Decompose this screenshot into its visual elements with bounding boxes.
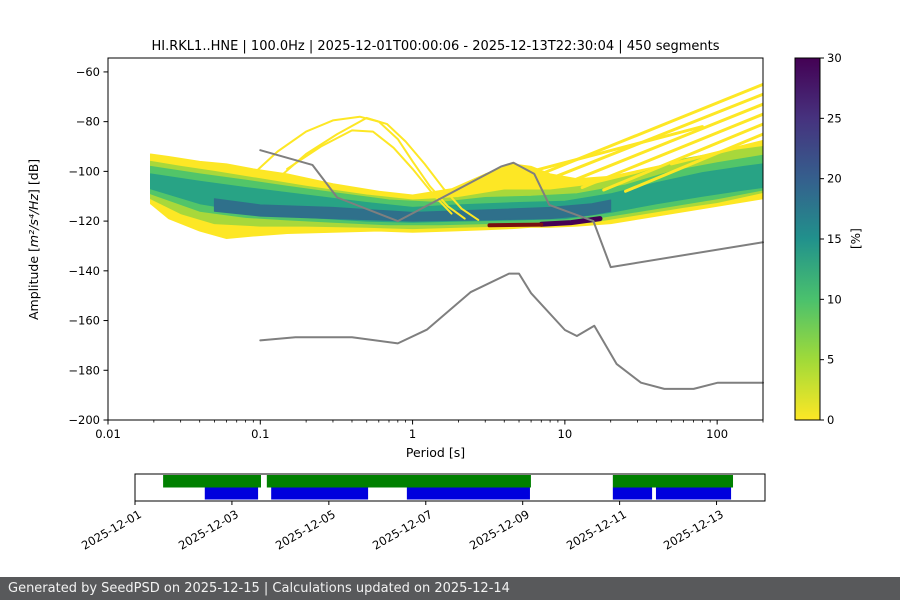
x-tick-label: 1 (409, 427, 416, 441)
nhnm-line (259, 149, 764, 269)
y-tick-label: −120 (68, 214, 100, 228)
y-tick-label: −80 (76, 115, 100, 129)
y-tick-label: −160 (68, 314, 100, 328)
colorbar-tick-label: 5 (827, 353, 834, 367)
noise-model-lines (259, 149, 764, 390)
x-tick-label: 10 (558, 427, 573, 441)
colorbar-tick-label: 0 (827, 413, 834, 427)
psd-arc (286, 129, 453, 215)
coverage-calc-segment (271, 487, 369, 500)
y-tick-label: −60 (76, 65, 100, 79)
y-tick-label: −140 (68, 264, 100, 278)
coverage-calc-segment (655, 487, 732, 500)
coverage-data-segment (612, 475, 734, 488)
footer-text: Generated by SeedPSD on 2025-12-15 | Cal… (8, 581, 510, 596)
mode-streak (487, 222, 544, 228)
plot-border (107, 57, 764, 421)
coverage-calc-segment (204, 487, 259, 500)
psd-stripe (548, 92, 763, 181)
psd-stripe (669, 140, 763, 166)
y-axis-label-suffix: ] [dB] (26, 158, 41, 194)
chart-title: HI.RKL1..HNE | 100.0Hz | 2025-12-01T00:0… (151, 39, 720, 54)
coverage-bar (134, 473, 766, 505)
x-tick-label: 0.01 (95, 427, 121, 441)
colorbar-tick-label: 10 (827, 292, 842, 306)
colorbar-label: [%] (849, 228, 863, 250)
y-tick-label: −200 (68, 413, 100, 427)
psd-stripe (529, 125, 704, 173)
chart-svg: 0.01 0.1 1 10 100−60−80−100−120−140−160−180−… (68, 51, 842, 505)
y-axis-label: Amplitude [m²/s⁴/Hz] [dB] (26, 58, 41, 420)
nlnm-line (259, 272, 764, 390)
colorbar-tick-label: 30 (827, 51, 842, 65)
colorbar-gradient-rect (795, 58, 820, 420)
coverage-calc-segment (406, 487, 530, 500)
psd-stripe (602, 122, 763, 192)
ppsd-band (213, 198, 612, 222)
y-tick-label: −100 (68, 164, 100, 178)
footer-bar: Generated by SeedPSD on 2025-12-15 | Cal… (0, 577, 900, 600)
x-tick-label: 100 (706, 427, 728, 441)
coverage-calc-segment (612, 487, 653, 500)
ppsd-chart: 0.01 0.1 1 10 100 −60 −80 −100 −120 −140 −160 −180−… (68, 51, 842, 505)
colorbar-tick-label: 25 (827, 111, 842, 125)
y-axis-label-prefix: Amplitude [ (26, 246, 41, 320)
psd-stripe (563, 102, 763, 186)
x-tick-label: 0.1 (251, 427, 269, 441)
psd-stripe (580, 112, 763, 189)
colorbar: 0 5 10 15 20 25 30 (794, 51, 842, 427)
x-axis-label: Period [s] (405, 445, 466, 460)
colorbar-tick-label: 15 (827, 232, 842, 246)
psd-stripe (624, 132, 763, 193)
colorbar-tick-label: 20 (827, 172, 842, 186)
plot-axes: 0.01 0.1 1 10 100 −60 −80 −100 −120 −140 −160 −180 −… (68, 57, 764, 441)
coverage-data-segment (266, 475, 531, 488)
coverage-data-segment (163, 475, 261, 488)
y-axis-label-units: m²/s⁴/Hz (26, 193, 41, 247)
psd-arc (276, 116, 480, 221)
y-tick-label: −180 (68, 363, 100, 377)
ppsd-heatmap (150, 82, 763, 239)
